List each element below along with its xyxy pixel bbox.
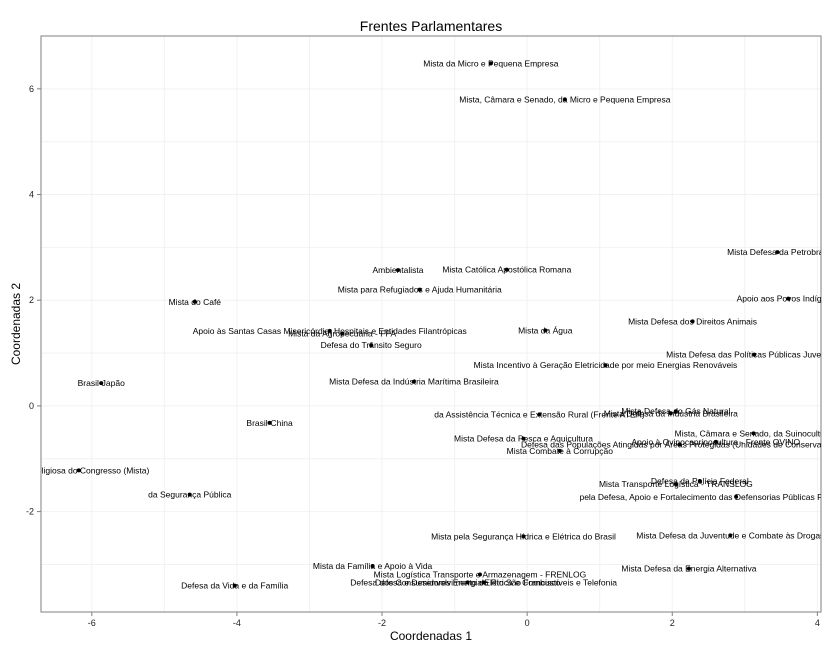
data-point xyxy=(417,287,422,292)
data-point xyxy=(411,379,416,384)
data-point-label: da Assistência Técnica e Extensão Rural … xyxy=(434,409,645,419)
data-point-label: Mista Religiosa do Congresso (Mista) xyxy=(8,465,149,475)
data-point-label: Mista Católica Apostólica Romana xyxy=(442,265,571,275)
data-point-label: Mista Defesa da Pesca e Aquicultura xyxy=(454,434,593,444)
data-point-label: Defesa do Trânsito Seguro xyxy=(321,340,422,350)
data-point-label: Brasil-Japão xyxy=(78,378,126,388)
data-point xyxy=(395,268,400,273)
data-point xyxy=(543,328,548,333)
data-point-label: Defesa dos Consumidores Energia Elétrica… xyxy=(350,577,617,587)
data-point xyxy=(340,331,345,336)
data-point-label: Mista da Agropecuária - FPA xyxy=(288,329,396,339)
data-point-label: Mista Logística Transporte e Armazenagem… xyxy=(374,569,587,579)
data-point-label: Ambientalista xyxy=(372,265,423,275)
data-point-label: Mista para Refugiados e Ajuda Humanitári… xyxy=(338,285,502,295)
data-point-label: da Segurança Pública xyxy=(148,490,231,500)
data-point xyxy=(752,352,757,357)
data-point xyxy=(521,534,526,539)
x-tick-label: -2 xyxy=(378,618,386,628)
data-point xyxy=(775,250,780,255)
data-point xyxy=(521,436,526,441)
data-point xyxy=(728,533,733,538)
data-point-label: pela Defesa, Apoio e Fortalecimento das … xyxy=(579,492,833,502)
data-point xyxy=(465,580,470,585)
data-point xyxy=(562,97,567,102)
data-point-label: Mista Defesa da Juventude e Combate às D… xyxy=(636,530,824,540)
data-point xyxy=(668,411,673,416)
y-tick-label: 0 xyxy=(29,401,34,411)
data-points: Mista da Micro e Pequena Empresa Mista, C… xyxy=(8,58,833,591)
data-point-label: Mista Defesa das Políticas Públicas Juve… xyxy=(666,350,833,360)
data-point-label: Mista da Micro e Pequena Empresa xyxy=(423,58,558,68)
data-point-label: Mista da Água xyxy=(518,325,573,335)
data-point-label: Mista Combate à Corrupção xyxy=(507,446,614,456)
data-point-label: Mista pela Segurança Hídrica e Elétrica … xyxy=(431,531,616,541)
data-point xyxy=(488,61,493,66)
data-point xyxy=(370,564,375,569)
data-point xyxy=(267,420,272,425)
x-tick-label: 2 xyxy=(670,618,675,628)
data-point xyxy=(477,572,482,577)
data-point xyxy=(734,494,739,499)
data-point-label: Mista Defesa da Indústria Marítima Brasi… xyxy=(329,377,499,387)
data-point xyxy=(76,468,81,473)
data-point xyxy=(751,431,756,436)
plot-frame xyxy=(40,35,822,613)
data-point xyxy=(677,442,682,447)
data-point xyxy=(369,343,374,348)
data-point-label: Mista da Família e Apoio à Vida xyxy=(313,561,433,571)
data-point-label: Mista Defesa da Energia Alternativa xyxy=(621,564,756,574)
data-point xyxy=(504,267,509,272)
data-point-label: Defesa das Populações Atingidas por Área… xyxy=(521,439,833,449)
data-point-label: Mista Incentivo à Geração Eletricidade p… xyxy=(474,360,738,370)
data-point-label: Mista, Câmara e Senado, da Micro e Peque… xyxy=(459,94,670,104)
x-tick-label: -4 xyxy=(233,618,241,628)
y-axis-title: Coordenadas 2 xyxy=(9,283,23,365)
data-point xyxy=(557,448,562,453)
x-tick-label: -6 xyxy=(88,618,96,628)
data-point xyxy=(187,492,192,497)
y-tick-label: 6 xyxy=(29,84,34,94)
data-point xyxy=(232,583,237,588)
data-point-label: Brasil-China xyxy=(246,418,293,428)
data-point xyxy=(481,580,486,585)
data-point-label: Apoio à Ovinocaprinocultura - Frente OVI… xyxy=(631,437,800,447)
data-point xyxy=(690,319,695,324)
data-point-label: Mista Defesa da Petrobras xyxy=(727,247,828,257)
data-point xyxy=(673,482,678,487)
chart-title: Frentes Parlamentares xyxy=(360,18,502,34)
data-point xyxy=(786,296,791,301)
data-point xyxy=(713,439,718,444)
data-point-label: Defesa da Polícia Federal xyxy=(651,476,749,486)
data-point xyxy=(192,299,197,304)
data-point-label: Mista do Café xyxy=(169,297,222,307)
data-point xyxy=(697,478,702,483)
x-tick-label: 0 xyxy=(525,618,530,628)
data-point xyxy=(673,409,678,414)
axis-ticks: -6 -4 -2 0 2 4 -2 0 2 4 6 xyxy=(26,84,820,628)
y-tick-label: -2 xyxy=(26,507,34,517)
data-point-label: Apoio aos Povos Indígenas xyxy=(737,294,833,304)
data-point-label: Mista, Câmara e Senado, da Suinocultura xyxy=(675,428,833,438)
data-point-label: Defesa e Desenvolvimento da Rio São Fran… xyxy=(375,577,560,587)
data-point-label: Defesa da Vida e da Família xyxy=(181,581,288,591)
data-point xyxy=(686,566,691,571)
x-axis-title: Coordenadas 1 xyxy=(390,629,472,643)
data-point-label: Mista Defesa do Gás Natural xyxy=(621,406,730,416)
data-point-label: Apoio às Santas Casas Misericórdia, Hosp… xyxy=(193,326,467,336)
data-point xyxy=(537,412,542,417)
data-point-label: Mista Defesa da Indústria Brasileira xyxy=(604,408,738,418)
data-point-label: Mista Transporte Logística - TRANSLOG xyxy=(599,479,753,489)
data-point-label: Mista Defesa dos Direitos Animais xyxy=(628,316,757,326)
x-tick-label: 4 xyxy=(815,618,820,628)
data-point xyxy=(327,328,332,333)
y-tick-label: 2 xyxy=(29,295,34,305)
y-tick-label: 4 xyxy=(29,190,34,200)
data-point xyxy=(99,381,104,386)
data-point xyxy=(603,363,608,368)
